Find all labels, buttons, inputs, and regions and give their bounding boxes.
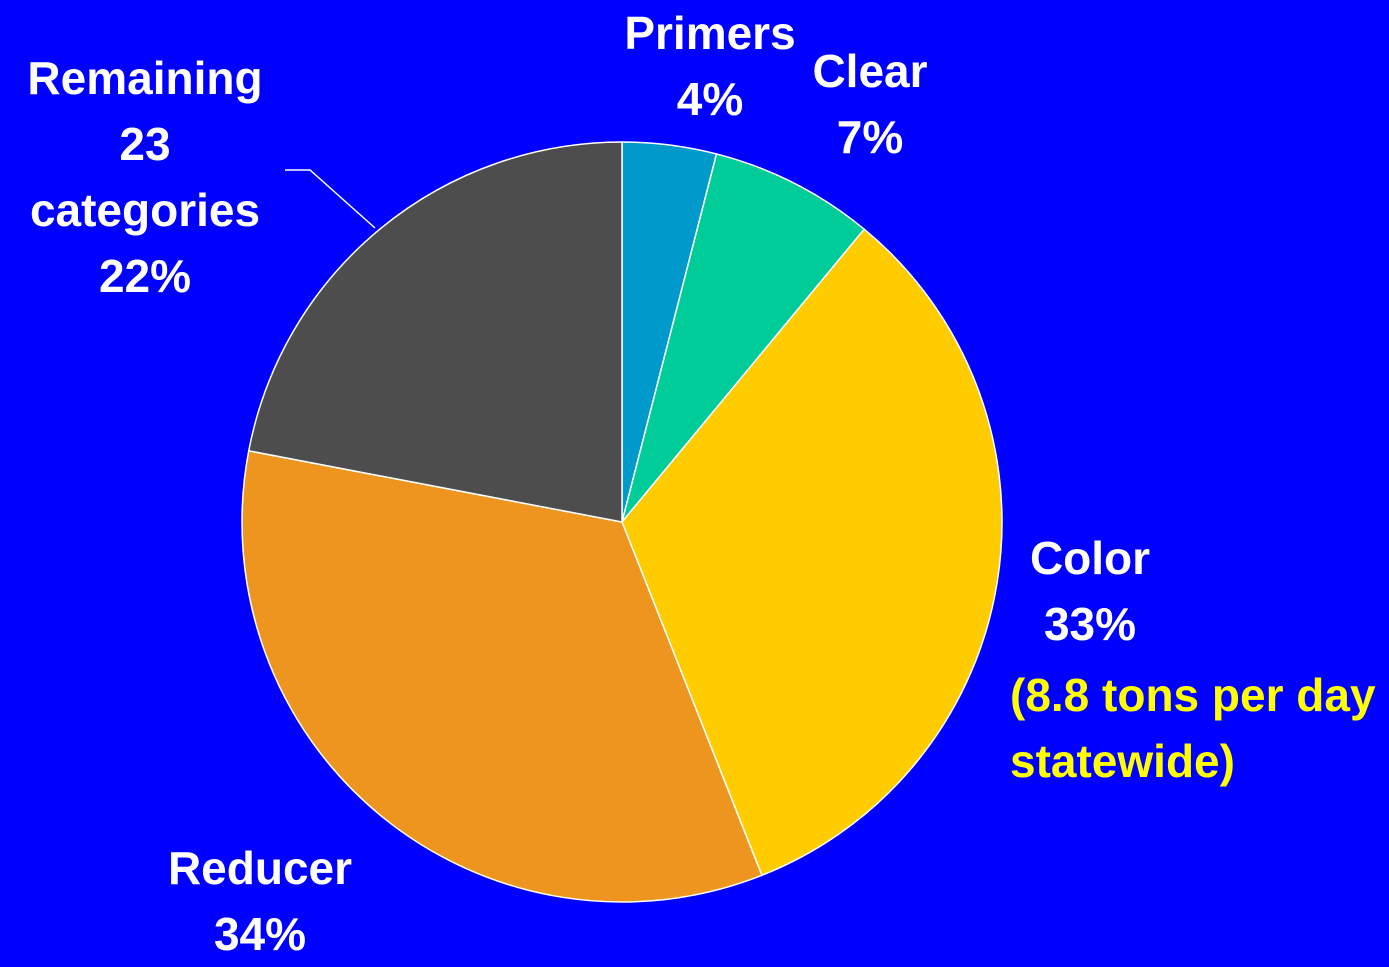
pie-slice	[247, 141, 623, 523]
slice-value-label: 7%	[836, 111, 904, 163]
pie-slice	[621, 153, 866, 523]
slice-value-label: 22%	[98, 250, 192, 302]
slice-value-label: 4%	[676, 73, 744, 125]
slice-label: Primers	[624, 7, 796, 59]
slice-label: Remaining 23 categories	[27, 52, 263, 236]
slice-label: Color	[1029, 532, 1151, 584]
annotation: (8.8 tons per day statewide)	[1010, 669, 1376, 787]
slice-label: Reducer	[167, 842, 353, 894]
slice-value-label: 33%	[1043, 598, 1137, 650]
pie-slice	[621, 228, 1003, 877]
pie-slice	[241, 449, 763, 903]
slice-value-label: 34%	[213, 908, 307, 960]
leader-line	[285, 169, 376, 229]
slice-label: Clear	[812, 45, 928, 97]
